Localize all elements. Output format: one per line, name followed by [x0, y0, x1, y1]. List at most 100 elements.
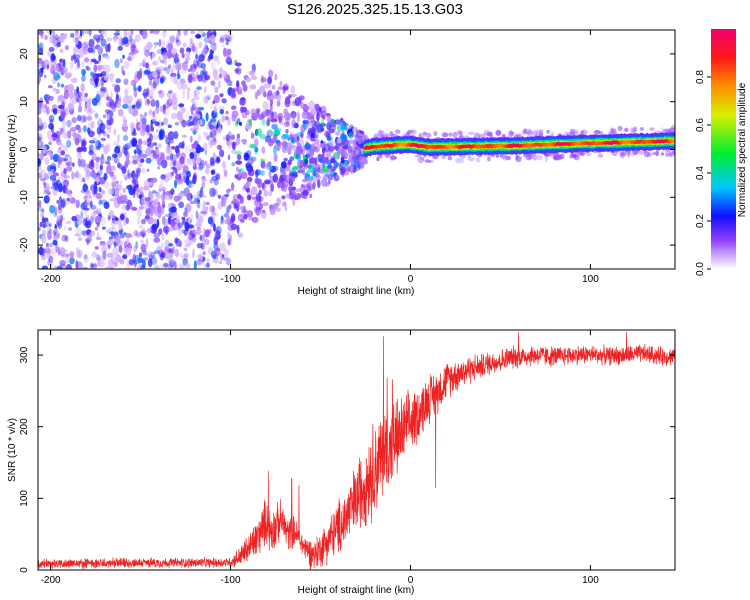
spectrogram-cell — [102, 226, 106, 230]
spectrogram-cell — [301, 111, 308, 120]
spectrogram-cell — [59, 58, 66, 63]
spectrogram-cell — [352, 164, 357, 173]
spectrogram-cell — [90, 159, 94, 168]
spectrogram-cell — [139, 231, 146, 237]
spectrogram-cell — [189, 200, 197, 205]
spectrogram-cell — [281, 161, 287, 169]
spectrogram-cell — [38, 200, 42, 208]
spectrogram-cell — [100, 30, 106, 35]
spectrogram-cell — [206, 258, 210, 262]
spectrogram-cell — [138, 62, 143, 67]
spectrogram-cell — [179, 252, 184, 258]
spectrogram-cell — [103, 201, 110, 209]
spectrogram-cell — [193, 260, 197, 269]
spectrogram-cell — [138, 252, 143, 258]
spectrogram-cell — [172, 61, 176, 71]
spectrogram-cell — [148, 78, 153, 87]
spectrogram-cell — [168, 64, 172, 69]
spectrogram-cell — [125, 204, 131, 211]
spectrogram-cell — [298, 95, 305, 101]
spectrogram-cell — [235, 138, 241, 145]
spectrogram-cell — [357, 142, 365, 149]
spectrogram-cell — [151, 52, 156, 58]
spectrogram-cell — [152, 190, 157, 194]
spectrogram-cell — [183, 229, 188, 236]
spectrogram-cell — [195, 53, 198, 60]
spectrogram-cell — [177, 222, 184, 228]
spectrogram-cell — [93, 181, 97, 191]
spectrogram-cell — [456, 130, 462, 135]
spectrogram-cell — [96, 232, 100, 240]
spectrogram-cell — [111, 214, 116, 219]
spectrogram-x-tick-label: 0 — [408, 274, 414, 285]
spectrogram-cell — [100, 82, 104, 88]
spectrogram-cell — [321, 145, 326, 155]
spectrogram-cell — [226, 48, 230, 58]
spectrogram-cell — [226, 142, 232, 150]
spectrogram-cell — [104, 55, 110, 60]
spectrogram-cell — [150, 179, 157, 184]
spectrogram-cell — [205, 112, 209, 122]
spectrogram-cell — [101, 157, 108, 164]
spectrogram-cell — [333, 174, 340, 182]
spectrogram-cell — [185, 51, 191, 58]
spectrogram-cell — [202, 243, 206, 251]
spectrogram-cell — [109, 99, 115, 107]
spectrogram-cell — [125, 159, 131, 166]
spectrogram-cell — [276, 142, 283, 147]
spectrogram-cell — [340, 148, 346, 158]
spectrogram-cell — [246, 77, 251, 83]
spectrogram-cell — [50, 169, 55, 173]
spectrogram-cell — [179, 47, 185, 54]
spectrogram-cell — [250, 108, 257, 117]
spectrogram-cell — [133, 89, 138, 98]
spectrogram-cell — [283, 112, 291, 121]
spectrogram-cell — [100, 156, 105, 165]
spectrogram-cell — [281, 168, 288, 174]
spectrogram-cell — [272, 165, 279, 172]
spectrogram-cell — [40, 169, 46, 174]
spectrogram-cell — [243, 152, 249, 161]
spectrogram-cell — [515, 155, 522, 163]
spectrogram-cell — [324, 173, 329, 178]
spectrogram-cell — [213, 223, 216, 232]
spectrogram-cell — [161, 232, 165, 241]
spectrogram-cell — [92, 144, 97, 153]
spectrogram-cell — [337, 138, 342, 144]
spectrogram-cell — [39, 152, 44, 161]
spectrogram-cell — [76, 114, 82, 122]
spectrogram-cell — [189, 37, 193, 44]
spectrogram-cell — [72, 92, 79, 100]
spectrogram-cell — [87, 127, 91, 134]
spectrogram-cell — [158, 56, 162, 62]
spectrogram-cell — [359, 156, 364, 162]
spectrogram-cell — [302, 167, 306, 176]
spectrogram-cell — [38, 67, 44, 78]
spectrogram-cell — [57, 157, 63, 165]
spectrogram-cell — [261, 182, 265, 189]
spectrogram-cell — [57, 176, 62, 181]
spectrogram-cell — [225, 56, 232, 65]
spectrogram-cell — [65, 185, 68, 195]
spectrogram-cell — [279, 80, 283, 87]
spectrogram-cell — [325, 113, 331, 117]
spectrogram-cell — [277, 94, 282, 101]
spectrogram-cell — [81, 140, 87, 147]
spectrogram-cell — [70, 32, 75, 38]
spectrogram-cell — [210, 169, 216, 175]
spectrogram-cell — [441, 132, 449, 138]
spectrogram-cell — [175, 173, 182, 181]
spectrogram-cell — [486, 132, 493, 137]
spectrogram-cell — [86, 115, 92, 121]
spectrogram-cell — [625, 150, 631, 156]
spectrogram-cell — [68, 227, 73, 231]
spectrogram-cell — [151, 223, 158, 231]
spectrogram-cell — [297, 114, 300, 123]
spectrogram-cell — [109, 198, 116, 202]
spectrogram-cell — [95, 236, 102, 241]
spectrogram-cell — [211, 258, 218, 264]
spectrogram-cell — [261, 118, 266, 126]
spectrogram-cell — [136, 209, 142, 218]
spectrogram-cell — [59, 48, 64, 53]
spectrogram-cell — [146, 168, 150, 172]
